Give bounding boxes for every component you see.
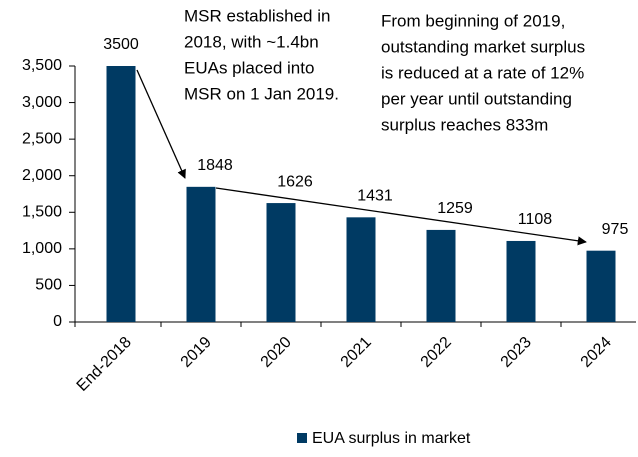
y-tick-label: 2,500 xyxy=(22,130,62,147)
bar xyxy=(346,217,376,322)
annotation: is reduced at a rate of 12% xyxy=(381,63,584,82)
bar xyxy=(586,250,616,322)
data-label: 1108 xyxy=(518,211,553,228)
y-tick-label: 2,000 xyxy=(22,167,62,184)
arrow xyxy=(215,187,587,246)
x-tick-label: 2024 xyxy=(578,334,615,371)
y-tick-label: 1,500 xyxy=(22,204,62,221)
annotation: outstanding market surplus xyxy=(381,37,585,56)
legend-label: EUA surplus in market xyxy=(312,430,471,447)
bar xyxy=(186,186,216,322)
x-tick-label: 2021 xyxy=(338,334,375,371)
annotation: EUAs placed into xyxy=(184,58,314,77)
y-tick-label: 500 xyxy=(35,277,62,294)
data-label: 1431 xyxy=(357,188,393,205)
x-tick-label: 2020 xyxy=(258,334,295,371)
data-label: 1626 xyxy=(277,173,313,190)
bar xyxy=(266,203,296,322)
annotation: From beginning of 2019, xyxy=(381,11,565,30)
x-tick-label: 2022 xyxy=(418,334,455,371)
annotation: surplus reaches 833m xyxy=(381,115,548,134)
y-tick-label: 1,000 xyxy=(22,240,62,257)
y-tick-label: 3,000 xyxy=(22,94,62,111)
x-tick-label: 2023 xyxy=(498,334,535,371)
annotation: MSR on 1 Jan 2019. xyxy=(184,84,339,103)
data-label: 3500 xyxy=(103,36,139,53)
bar xyxy=(506,240,536,322)
x-tick-label: 2019 xyxy=(178,334,215,371)
annotation: per year until outstanding xyxy=(381,89,572,108)
y-tick-label: 3,500 xyxy=(22,57,62,74)
x-tick-label: End-2018 xyxy=(74,334,135,395)
annotation: 2018, with ~1.4bn xyxy=(184,32,319,51)
data-label: 1848 xyxy=(197,157,233,174)
bar xyxy=(106,66,136,322)
data-label: 975 xyxy=(602,221,629,238)
bar xyxy=(426,229,456,322)
legend-swatch xyxy=(297,433,307,443)
y-tick-label: 0 xyxy=(53,313,62,330)
data-label: 1259 xyxy=(437,200,473,217)
annotation: MSR established in xyxy=(184,6,330,25)
arrow xyxy=(136,69,186,179)
